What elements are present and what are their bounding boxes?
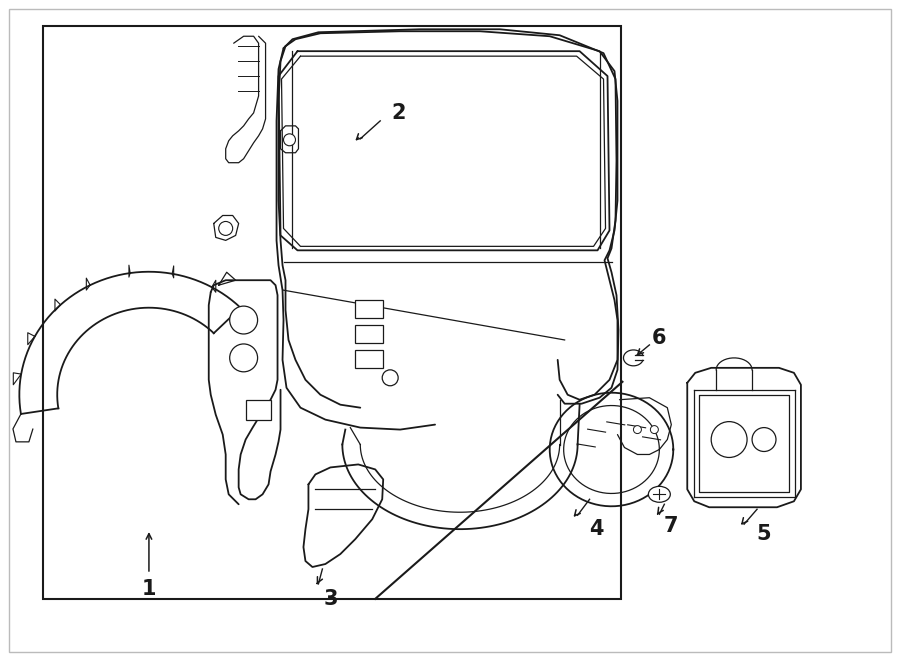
Circle shape bbox=[230, 344, 257, 372]
Bar bbox=[356, 300, 383, 318]
Bar bbox=[356, 325, 383, 343]
Circle shape bbox=[711, 422, 747, 457]
Circle shape bbox=[230, 306, 257, 334]
Circle shape bbox=[219, 221, 233, 235]
Bar bbox=[356, 350, 383, 368]
Circle shape bbox=[651, 426, 659, 434]
Bar bbox=[246, 400, 271, 420]
Text: 1: 1 bbox=[141, 579, 157, 599]
Text: 7: 7 bbox=[664, 516, 679, 536]
Text: 4: 4 bbox=[590, 519, 604, 539]
Ellipse shape bbox=[648, 486, 670, 502]
Bar bbox=[43, 26, 622, 599]
Circle shape bbox=[284, 134, 295, 146]
Circle shape bbox=[752, 428, 776, 451]
Circle shape bbox=[382, 370, 398, 386]
Circle shape bbox=[634, 426, 642, 434]
Text: 3: 3 bbox=[323, 589, 338, 609]
Text: 6: 6 bbox=[652, 328, 667, 348]
Text: 5: 5 bbox=[757, 524, 771, 544]
Text: 2: 2 bbox=[391, 103, 405, 123]
